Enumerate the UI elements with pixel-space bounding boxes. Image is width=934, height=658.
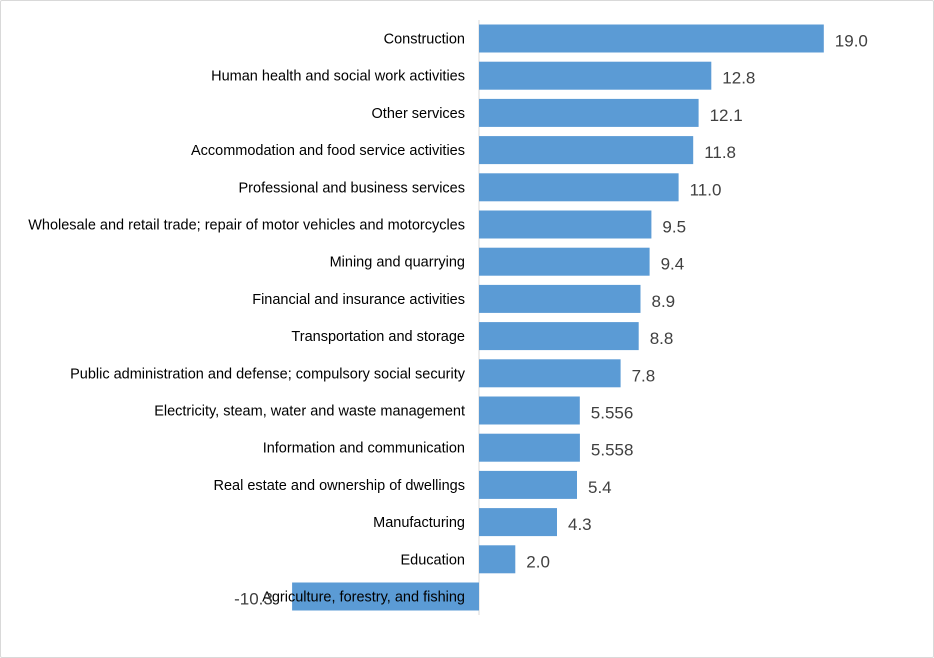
- bar: [479, 173, 679, 202]
- data-label: 7.8: [632, 366, 656, 385]
- bar: [479, 247, 650, 276]
- bar: [479, 359, 621, 388]
- data-label: 9.4: [661, 255, 685, 274]
- category-label: Public administration and defense; compu…: [70, 366, 466, 382]
- bar: [292, 582, 479, 611]
- category-label: Human health and social work activities: [211, 69, 465, 85]
- data-label: 12.1: [710, 106, 743, 125]
- category-label: Financial and insurance activities: [252, 292, 465, 308]
- category-label: Real estate and ownership of dwellings: [214, 478, 465, 494]
- category-label: Information and communication: [263, 441, 465, 457]
- data-label: 4.3: [568, 515, 592, 534]
- data-label: 8.8: [650, 329, 674, 348]
- category-label: Transportation and storage: [291, 329, 465, 345]
- data-label: 5.558: [591, 441, 634, 460]
- data-label: 11.0: [690, 180, 722, 199]
- category-label: Agriculture, forestry, and fishing: [262, 590, 465, 606]
- data-label: 12.8: [722, 69, 755, 88]
- bar: [479, 98, 699, 127]
- data-label: 8.9: [652, 292, 676, 311]
- data-label: -10.3: [234, 590, 273, 609]
- category-label: Accommodation and food service activitie…: [191, 143, 465, 159]
- data-label: 5.556: [591, 404, 634, 423]
- bar: [479, 284, 641, 313]
- bar: [479, 508, 557, 537]
- bar: [479, 210, 652, 239]
- bar: [479, 433, 580, 462]
- bar: [479, 322, 639, 351]
- bar: [479, 61, 712, 90]
- data-label: 11.8: [704, 143, 736, 162]
- data-label: 2.0: [526, 552, 550, 571]
- bar: [479, 545, 516, 574]
- category-label: Manufacturing: [373, 515, 465, 531]
- category-label: Electricity, steam, water and waste mana…: [154, 404, 465, 420]
- category-label: Mining and quarrying: [330, 255, 465, 271]
- bar: [479, 470, 577, 499]
- category-label: Construction: [384, 32, 465, 48]
- bar: [479, 24, 824, 53]
- category-label: Wholesale and retail trade; repair of mo…: [28, 218, 465, 234]
- data-label: 19.0: [835, 32, 868, 51]
- category-label: Professional and business services: [239, 180, 465, 196]
- data-label: 5.4: [588, 478, 612, 497]
- data-label: 9.5: [662, 218, 686, 237]
- category-label: Other services: [372, 106, 465, 122]
- bar: [479, 396, 580, 425]
- bar: [479, 136, 694, 165]
- category-label: Education: [401, 552, 466, 568]
